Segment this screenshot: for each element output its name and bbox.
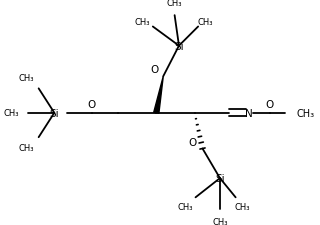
Text: CH₃: CH₃ — [235, 202, 250, 211]
Text: CH₃: CH₃ — [212, 217, 228, 225]
Text: CH₃: CH₃ — [167, 0, 182, 8]
Text: O: O — [266, 100, 274, 110]
Text: CH₃: CH₃ — [135, 18, 150, 27]
Text: CH₃: CH₃ — [3, 109, 19, 118]
Text: CH₃: CH₃ — [19, 144, 34, 153]
Text: O: O — [88, 100, 96, 110]
Text: CH₃: CH₃ — [197, 18, 213, 27]
Text: O: O — [188, 137, 196, 147]
Text: CH₃: CH₃ — [297, 108, 315, 118]
Text: N: N — [245, 108, 252, 118]
Text: Si: Si — [50, 108, 59, 118]
Text: O: O — [150, 65, 159, 75]
Text: CH₃: CH₃ — [19, 74, 34, 83]
Text: Si: Si — [215, 173, 225, 183]
Text: CH₃: CH₃ — [177, 202, 193, 211]
Text: Si: Si — [174, 41, 184, 52]
Polygon shape — [154, 77, 163, 114]
